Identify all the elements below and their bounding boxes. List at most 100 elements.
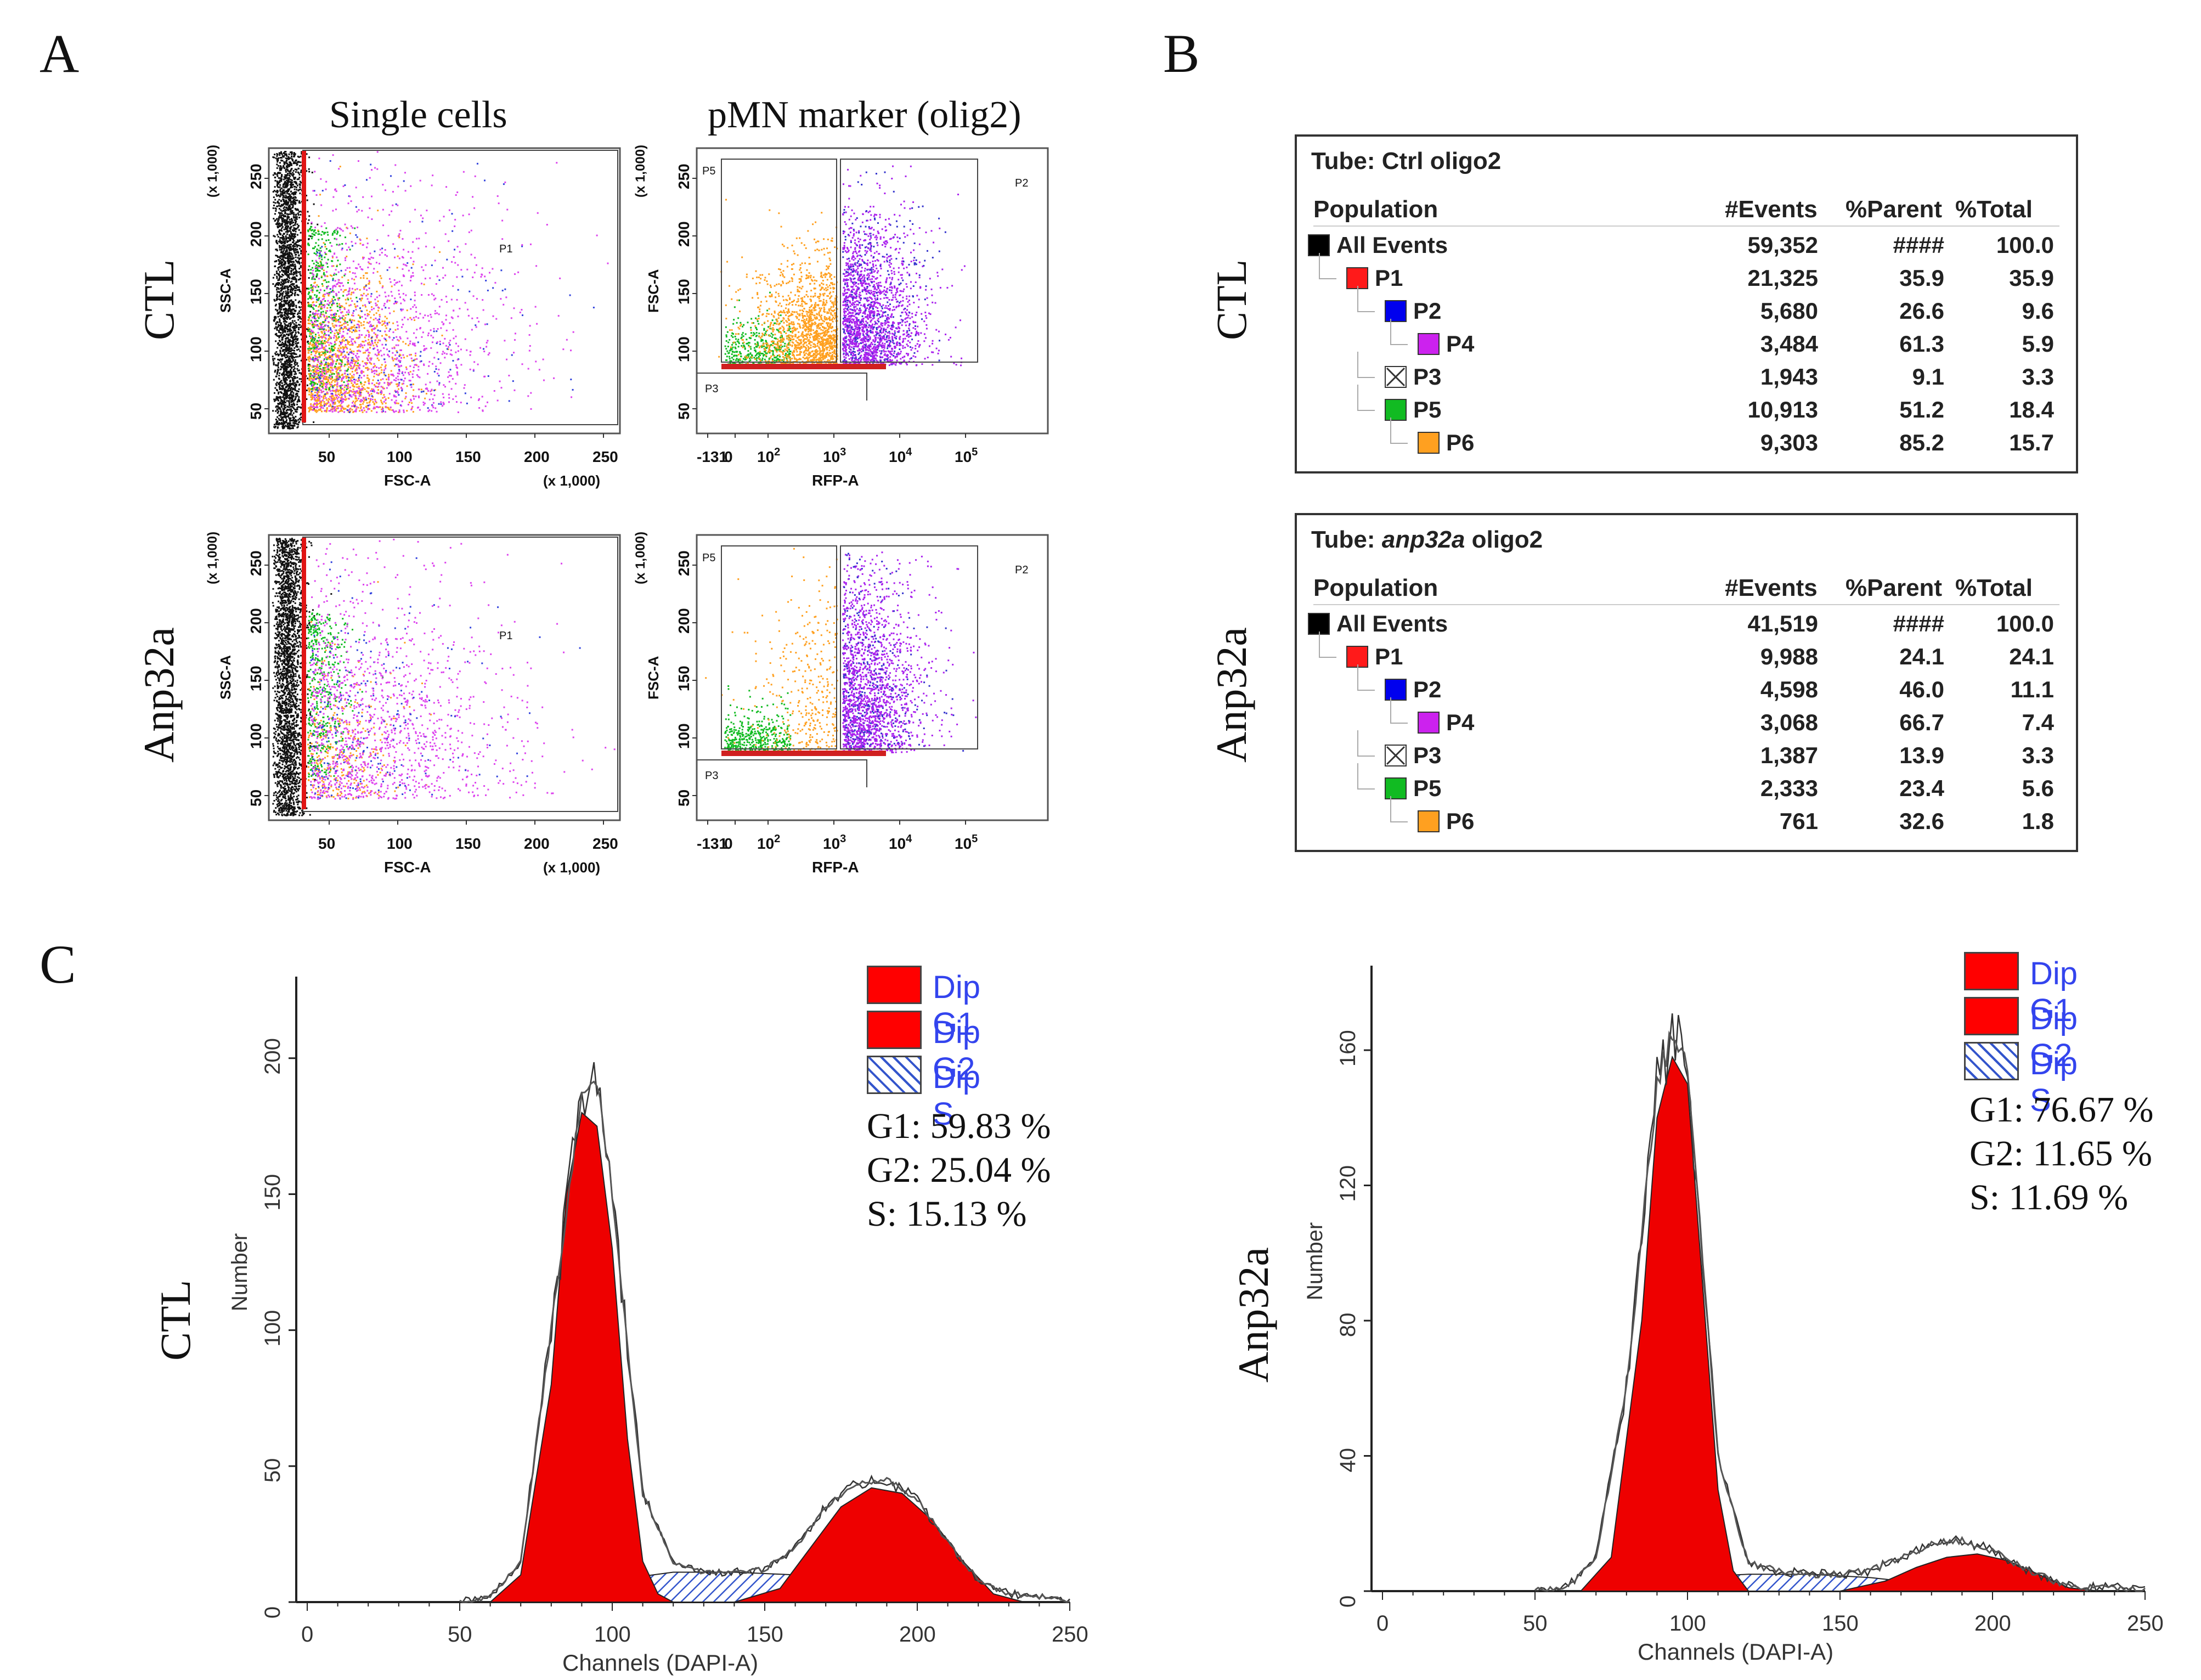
y-tick-label: 100 bbox=[675, 336, 692, 362]
table-row: P5 10,913 51.2 18.4 bbox=[1297, 385, 2076, 429]
population-table-ctrl: Tube: Ctrl oligo2 Population #Events %Paren… bbox=[1295, 134, 2078, 473]
population-name: P1 bbox=[1375, 644, 1403, 669]
stat-ctl-g1: G1: 59.83 % bbox=[867, 1106, 1051, 1146]
gate-label-p1: P1 bbox=[499, 243, 512, 255]
histogram-anp32a: 0 40 80 120 160 0 50 100 150 200 250 Channels (DAPI… bbox=[1303, 966, 2164, 1665]
x-axis-label: FSC-A bbox=[384, 472, 431, 489]
y-axis-unit: (x 1,000) bbox=[205, 532, 220, 584]
plot-frame bbox=[268, 534, 621, 821]
gate-p1 bbox=[302, 537, 618, 812]
cell-parent: 51.2 bbox=[1899, 397, 1944, 422]
x-axis-label: Channels (DAPI-A) bbox=[562, 1650, 758, 1676]
tree-connector bbox=[1357, 730, 1375, 757]
population-color-swatch bbox=[1385, 777, 1407, 799]
x-tick-label: 50 bbox=[318, 835, 335, 852]
population-name: All Events bbox=[1336, 232, 1448, 258]
population-color-swatch bbox=[1385, 745, 1407, 766]
table-row: P6 9,303 85.2 15.7 bbox=[1297, 418, 2076, 461]
x-axis-label: Channels (DAPI-A) bbox=[1638, 1639, 1833, 1665]
legend-s: Dip S bbox=[2030, 1046, 2078, 1118]
series-total-fit bbox=[1534, 1030, 2146, 1592]
y-tick-label: 120 bbox=[1336, 1165, 1360, 1202]
cell-parent: 61.3 bbox=[1899, 331, 1944, 357]
legend-swatch-s bbox=[1964, 1042, 2019, 1080]
cell-total: 5.6 bbox=[2022, 775, 2054, 801]
legend-swatch-g1 bbox=[867, 966, 922, 1004]
cell-parent: 23.4 bbox=[1899, 775, 1944, 801]
y-tick-label: 160 bbox=[1336, 1030, 1360, 1067]
y-tick-label: 50 bbox=[675, 790, 692, 807]
table-row: All Events 59,352 #### 100.0 bbox=[1297, 231, 2076, 264]
cell-events: 10,913 bbox=[1747, 397, 1818, 422]
tube-label: Tube: bbox=[1311, 526, 1382, 553]
x-tick-label: 105 bbox=[955, 446, 978, 465]
legend-g1: Dip G1 bbox=[2030, 956, 2078, 1028]
x-tick-exponent: 4 bbox=[906, 833, 912, 845]
table-row: P5 2,333 23.4 5.6 bbox=[1297, 763, 2076, 807]
population-table-anp32a: Tube: anp32a oligo2 Population #Events %Par… bbox=[1295, 513, 2078, 852]
x-tick-exponent: 5 bbox=[972, 446, 978, 458]
cell-total: 9.6 bbox=[2022, 298, 2054, 324]
cell-events: 761 bbox=[1779, 808, 1818, 834]
cell-parent: 46.0 bbox=[1899, 676, 1944, 702]
table-row: P3 1,387 13.9 3.3 bbox=[1297, 730, 2076, 774]
x-tick-label: -131 bbox=[697, 448, 727, 465]
y-tick-label: 100 bbox=[261, 1310, 285, 1347]
y-tick-label: 100 bbox=[675, 723, 692, 749]
scatter-points bbox=[705, 548, 977, 753]
p1-edge bbox=[302, 151, 306, 422]
x-tick-label: 50 bbox=[1523, 1611, 1548, 1636]
table-row: P3 1,943 9.1 3.3 bbox=[1297, 352, 2076, 396]
row-label-c-ctl: CTL bbox=[151, 1279, 199, 1361]
x-tick-label: 104 bbox=[889, 446, 912, 465]
x-tick-label: 105 bbox=[955, 833, 978, 852]
tube-label: Tube: bbox=[1311, 148, 1382, 174]
cell-parent: 32.6 bbox=[1899, 808, 1944, 834]
plot-a-scatter-0: SSC-A (x 1,000) 50 100 150 200 250 FSC-A (x 1,00… bbox=[205, 145, 621, 489]
x-tick-exponent: 4 bbox=[906, 446, 912, 458]
column-header: #Events bbox=[1725, 196, 1818, 223]
x-tick-label: 100 bbox=[387, 835, 413, 852]
histogram-ctl: 0 50 100 150 200 0 50 100 150 200 250 Channels (DAP… bbox=[228, 977, 1088, 1676]
series-raw-data bbox=[1535, 1013, 2146, 1593]
population-color-swatch bbox=[1418, 432, 1440, 454]
y-axis-label: SSC-A bbox=[217, 655, 234, 700]
y-tick-label: 150 bbox=[247, 666, 264, 691]
cell-parent: 35.9 bbox=[1899, 265, 1944, 291]
x-tick-label: 250 bbox=[592, 835, 618, 852]
plot-a-scatter-2: SSC-A (x 1,000) 50 100 150 200 250 FSC-A (x 1,00… bbox=[205, 532, 621, 876]
table-row: P4 3,068 66.7 7.4 bbox=[1297, 697, 2076, 741]
cell-parent: 13.9 bbox=[1899, 742, 1944, 768]
x-tick-label: 150 bbox=[455, 835, 481, 852]
row-label-b-ctl: CTL bbox=[1207, 259, 1255, 340]
header-divider bbox=[1313, 225, 2059, 227]
y-tick-label: 100 bbox=[247, 723, 264, 749]
legend-swatch-s bbox=[867, 1056, 922, 1094]
population-color-swatch bbox=[1385, 679, 1407, 701]
x-tick-label: 200 bbox=[1974, 1611, 2011, 1636]
cell-total: 35.9 bbox=[2009, 265, 2054, 291]
cell-total: 24.1 bbox=[2009, 644, 2054, 669]
tree-connector bbox=[1390, 796, 1408, 822]
p1-edge bbox=[302, 538, 306, 809]
tree-connector bbox=[1319, 253, 1336, 279]
y-axis-unit: (x 1,000) bbox=[633, 532, 648, 584]
y-tick-label: 80 bbox=[1336, 1313, 1360, 1338]
cell-parent: 85.2 bbox=[1899, 430, 1944, 455]
gate-p3 bbox=[697, 759, 867, 787]
gate-p5 bbox=[721, 545, 837, 749]
y-tick-label: 150 bbox=[261, 1174, 285, 1211]
y-tick-label: 50 bbox=[675, 403, 692, 420]
population-name: P5 bbox=[1413, 397, 1442, 422]
y-tick-label: 0 bbox=[1336, 1596, 1360, 1608]
header-pmn-marker: pMN marker (olig2) bbox=[708, 94, 1022, 136]
y-axis-label: SSC-A bbox=[217, 268, 234, 313]
column-header: %Total bbox=[1955, 574, 2033, 601]
y-tick-label: 50 bbox=[247, 403, 264, 420]
cell-events: 1,943 bbox=[1760, 364, 1818, 390]
population-color-swatch bbox=[1385, 366, 1407, 388]
row-label-c-anp32a: Anp32a bbox=[1229, 1247, 1277, 1383]
panel-letter-c: C bbox=[39, 934, 76, 995]
cell-events: 2,333 bbox=[1760, 775, 1818, 801]
